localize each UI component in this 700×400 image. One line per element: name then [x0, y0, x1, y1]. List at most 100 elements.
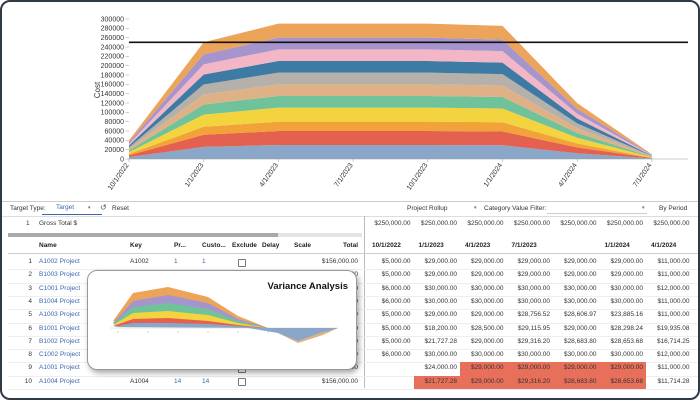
- cell-value: $16,714.25: [656, 337, 690, 345]
- project-link[interactable]: B1004 Project: [39, 297, 80, 305]
- cell-value: $19,935.08: [656, 324, 690, 332]
- project-link[interactable]: A1003 Project: [39, 311, 80, 319]
- area-series: [129, 72, 652, 157]
- dropdown[interactable]: [547, 203, 647, 214]
- row-index: 6: [28, 324, 32, 332]
- highlight-cell: [506, 362, 553, 376]
- row-divider: [8, 375, 698, 377]
- cell-value: $29,000.00: [470, 311, 504, 319]
- cell-value: $6,000.00: [381, 284, 411, 292]
- cell-value: $29,115.95: [517, 324, 550, 332]
- cell-value: $29,316.20: [517, 337, 550, 345]
- checkbox[interactable]: [238, 258, 246, 267]
- y-tick-label: 80000: [105, 119, 125, 126]
- cell-value: $28,653.68: [610, 377, 643, 385]
- cell-value: $29,000.00: [563, 364, 597, 372]
- area-series: [129, 23, 652, 155]
- y-tick-label: 280000: [101, 26, 124, 33]
- cell-value: $30,000.00: [563, 351, 597, 359]
- column-header: Scale: [294, 242, 311, 249]
- highlight-cell: [460, 375, 507, 389]
- column-header: Exclude: [232, 242, 257, 249]
- cell-value: $30,000.00: [610, 297, 643, 305]
- cell-value: $30,000.00: [424, 297, 457, 305]
- row-index: 4: [28, 297, 32, 305]
- y-tick-label: 120000: [101, 100, 124, 107]
- x-tick-label: 10/1/2023: [406, 162, 430, 192]
- cell-value: $30,000.00: [424, 351, 457, 359]
- popup[interactable]: Variance Analysis: [87, 270, 357, 370]
- cell-value: $29,000.00: [563, 258, 597, 265]
- cell-value: $28,606.97: [563, 311, 597, 319]
- project-link[interactable]: B1002 Project: [39, 337, 80, 345]
- project-link[interactable]: A1004 Project: [39, 377, 80, 385]
- label: Category Value Filter:: [484, 205, 547, 212]
- y-tick-label: 60000: [105, 128, 125, 135]
- row-name: Gross Total $: [39, 220, 78, 227]
- y-tick-label: 180000: [101, 72, 124, 79]
- cell-value: $28,298.24: [610, 324, 643, 332]
- cell-value: $250,000.00: [420, 220, 457, 227]
- row-index: 1: [28, 258, 32, 265]
- label: Target Type:: [10, 205, 46, 212]
- cell-value: $30,000.00: [470, 297, 504, 305]
- cell-value: $29,000.00: [610, 271, 643, 279]
- checkbox[interactable]: [238, 378, 246, 387]
- button[interactable]: Reset: [112, 205, 129, 212]
- cell-value: $29,000.00: [610, 364, 643, 372]
- cell-value: 1: [202, 258, 206, 265]
- cell-value: $28,683.80: [563, 337, 597, 345]
- cell-value: $29,000.00: [470, 377, 504, 385]
- cell-value: $30,000.00: [517, 351, 550, 359]
- cell-value: $21,727.28: [424, 377, 457, 385]
- cell-value: $29,000.00: [470, 258, 504, 265]
- y-tick-label: 200000: [101, 63, 124, 70]
- cell-value: $30,000.00: [563, 284, 597, 292]
- cell-value: $6,000.00: [381, 351, 411, 359]
- dropdown[interactable]: By Period: [659, 205, 688, 212]
- dropdown[interactable]: Project Rollup: [407, 205, 448, 212]
- cell-value: $28,683.80: [563, 377, 597, 385]
- icon: ↺: [100, 203, 107, 212]
- x-tick-label: 10/1/2022: [107, 162, 131, 192]
- cell-value: $30,000.00: [563, 297, 597, 305]
- project-link[interactable]: A1001 Project: [39, 364, 80, 372]
- divider: [2, 216, 698, 217]
- cell-value: $21,727.28: [424, 337, 457, 345]
- cell-value: $12,000.00: [656, 284, 690, 292]
- row-index: 1: [26, 220, 30, 227]
- row-index: 8: [28, 351, 32, 359]
- area-series: [129, 145, 652, 159]
- thumbnail: [110, 287, 338, 343]
- cell-value: $18,200.00: [424, 324, 457, 332]
- cell-value: 1: [174, 258, 178, 265]
- cell-value: $30,000.00: [610, 351, 643, 359]
- divider: [364, 216, 365, 388]
- row-index: 5: [28, 311, 32, 319]
- cell-value: $11,000.00: [657, 311, 690, 319]
- dropdown-arrow: ▾: [88, 205, 91, 211]
- project-link[interactable]: C1001 Project: [39, 284, 81, 292]
- cell-value: $12,000.00: [656, 351, 690, 359]
- scrollbar[interactable]: [8, 233, 362, 237]
- cell-value: $29,000.00: [517, 364, 550, 372]
- area-series: [129, 96, 652, 158]
- highlight-cell: [599, 362, 646, 376]
- cell-value: $11,000.00: [657, 271, 690, 279]
- highlight-cell: [413, 375, 460, 389]
- cell-value: $29,000.00: [470, 337, 504, 345]
- cell-value: 14: [202, 377, 210, 385]
- project-link[interactable]: C1002 Project: [39, 351, 81, 359]
- cell-value: $29,000.00: [470, 271, 504, 279]
- project-link[interactable]: B1001 Project: [39, 324, 80, 332]
- cell-value: A1004: [130, 377, 149, 385]
- area-series: [129, 84, 652, 157]
- project-link[interactable]: A1002 Project: [39, 258, 80, 265]
- area-series: [129, 121, 652, 159]
- y-tick-label: 20000: [105, 147, 125, 154]
- cell-value: A1002: [130, 258, 149, 265]
- project-link[interactable]: B1003 Project: [39, 271, 80, 279]
- cell-value: $29,000.00: [563, 271, 597, 279]
- column-header: Key: [130, 242, 142, 249]
- dropdown[interactable]: Target: [42, 203, 103, 215]
